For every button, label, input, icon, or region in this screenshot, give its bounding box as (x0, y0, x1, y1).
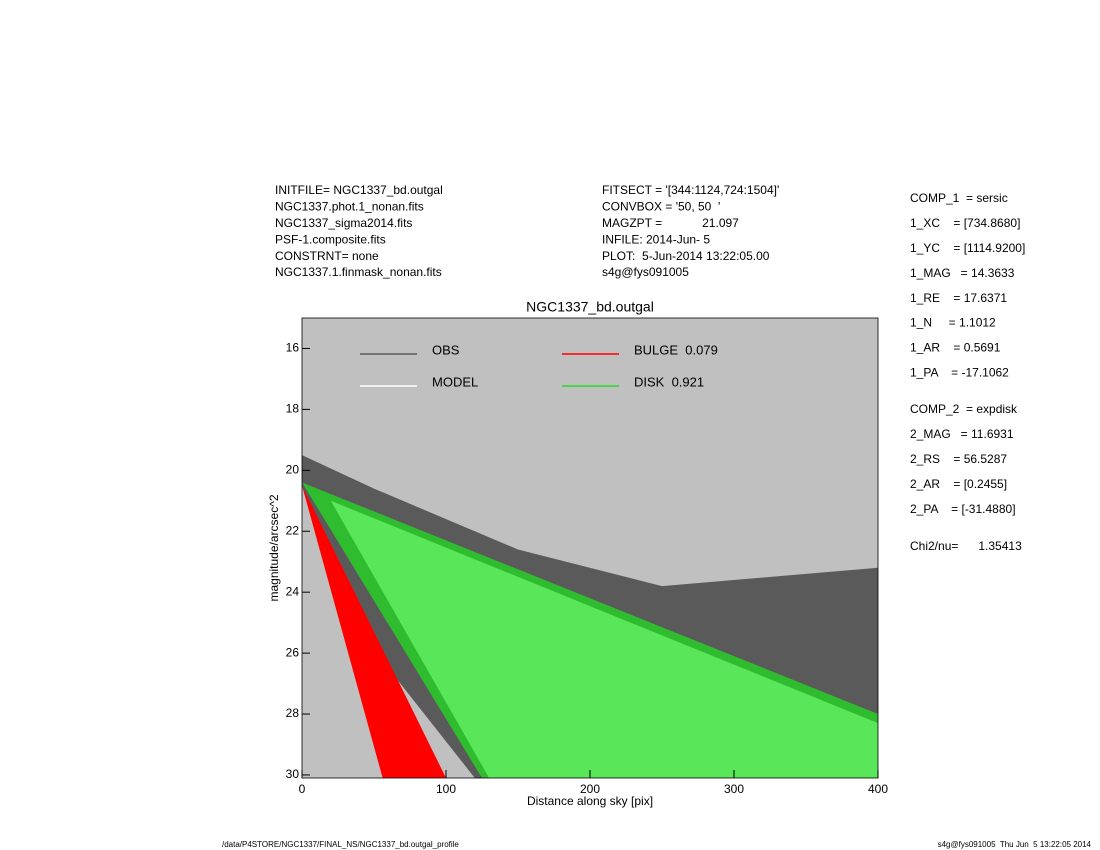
y-tick-label: 30 (286, 767, 300, 781)
y-tick-label: 28 (286, 706, 300, 720)
y-tick-label: 20 (286, 462, 300, 476)
legend-label: OBS (432, 342, 460, 357)
param-line: 1_PA = -17.1062 (910, 365, 1009, 379)
header-line: NGC1337_sigma2014.fits (275, 216, 412, 230)
legend-label: MODEL (432, 374, 478, 389)
header-line: MAGZPT = 21.097 (602, 216, 739, 230)
x-tick-label: 100 (436, 782, 456, 796)
x-axis-label: Distance along sky [pix] (527, 794, 653, 808)
header-line: INFILE: 2014-Jun- 5 (602, 232, 710, 246)
header-line: INITFILE= NGC1337_bd.outgal (275, 183, 443, 197)
y-tick-label: 22 (286, 523, 300, 537)
data-area (302, 485, 446, 778)
x-tick-label: 300 (724, 782, 744, 796)
param-line: 1_YC = [1114.9200] (910, 241, 1025, 255)
param-line: 1_MAG = 14.3633 (910, 266, 1015, 280)
x-tick-label: 200 (580, 782, 600, 796)
header-line: NGC1337.phot.1_nonan.fits (275, 200, 424, 214)
header-line: NGC1337.1.finmask_nonan.fits (275, 265, 442, 279)
legend-label: BULGE 0.079 (634, 342, 718, 357)
header-line: FITSECT = '[344:1124,724:1504]' (602, 183, 779, 197)
param-line: 1_AR = 0.5691 (910, 341, 1001, 355)
param-line: 1_XC = [734.8680] (910, 216, 1020, 230)
footer-text: s4g@fys091005 Thu Jun 5 13:22:05 2014 (938, 840, 1092, 849)
param-line: 1_RE = 17.6371 (910, 291, 1007, 305)
y-tick-label: 18 (286, 402, 300, 416)
header-line: PLOT: 5-Jun-2014 13:22:05.00 (602, 249, 770, 263)
header-line: s4g@fys091005 (602, 265, 689, 279)
param-line: 2_RS = 56.5287 (910, 452, 1007, 466)
param-line: 1_N = 1.1012 (910, 316, 996, 330)
param-line: COMP_1 = sersic (910, 191, 1008, 205)
param-line: 2_MAG = 11.6931 (910, 427, 1014, 441)
y-axis-label: magnitude/arcsec^2 (267, 494, 281, 601)
y-tick-label: 24 (286, 584, 300, 598)
param-line: 2_PA = [-31.4880] (910, 502, 1016, 516)
param-line: COMP_2 = expdisk (910, 402, 1018, 416)
param-line: 2_AR = [0.2455] (910, 477, 1007, 491)
header-line: CONVBOX = '50, 50 ' (602, 200, 720, 214)
data-area (302, 482, 878, 778)
legend-label: DISK 0.921 (634, 374, 704, 389)
header-line: PSF-1.composite.fits (275, 232, 386, 246)
x-tick-label: 0 (299, 782, 306, 796)
y-tick-label: 16 (286, 341, 300, 355)
footer-text: /data/P4STORE/NGC1337/FINAL_NS/NGC1337_b… (222, 840, 459, 849)
x-tick-label: 400 (868, 782, 888, 796)
param-line: Chi2/nu= 1.35413 (910, 539, 1022, 553)
y-tick-label: 26 (286, 645, 300, 659)
header-line: CONSTRNT= none (275, 249, 379, 263)
chart-title: NGC1337_bd.outgal (526, 299, 654, 315)
